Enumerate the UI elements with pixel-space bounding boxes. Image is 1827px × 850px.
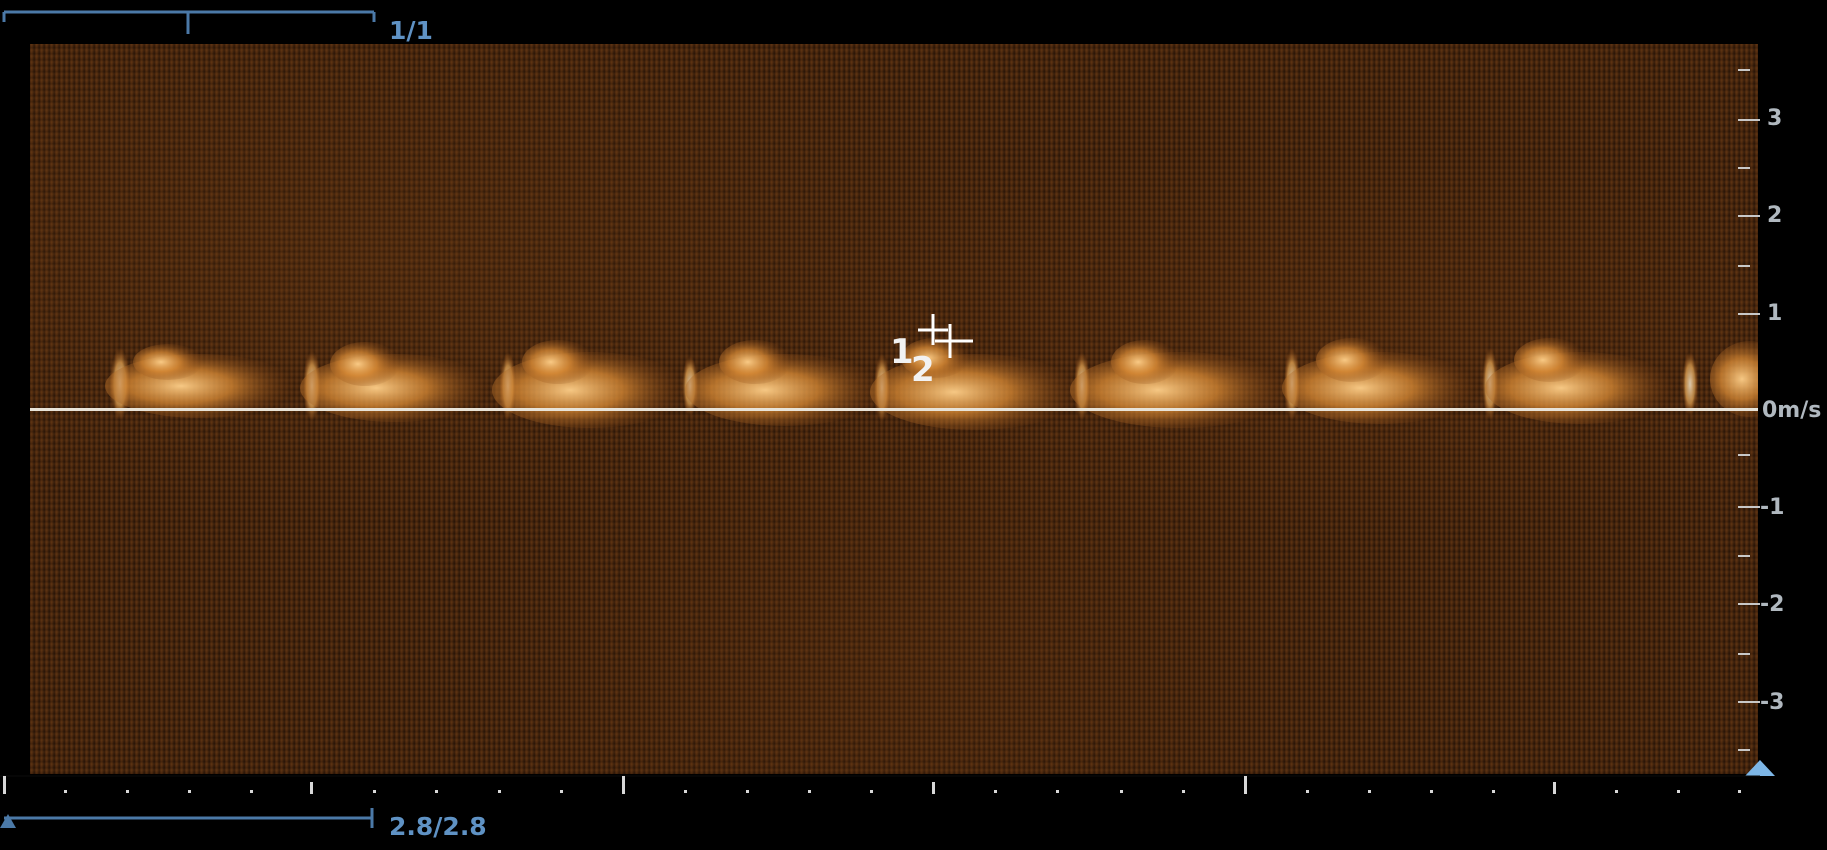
velocity-tick-3: 3: [1767, 106, 1783, 131]
cursor-label-1: 1: [890, 332, 914, 372]
bottom-range-left-marker: [0, 814, 16, 828]
velocity-tick-neg3: -3: [1760, 690, 1785, 715]
time-axis: [0, 775, 1760, 794]
velocity-tick-neg1: -1: [1760, 495, 1785, 520]
cursor-label-2: 2: [911, 350, 935, 390]
velocity-tick-1: 1: [1767, 301, 1783, 326]
velocity-scale: [1738, 69, 1760, 751]
velocity-tick-neg2: -2: [1760, 592, 1785, 617]
doppler-spectral-display: 1 2: [30, 44, 1758, 774]
baseline-adjust-triangle-icon[interactable]: [1745, 760, 1775, 776]
velocity-baseline: [30, 408, 1758, 411]
velocity-unit-label: 0m/s: [1762, 398, 1822, 423]
measurement-cursor: [918, 314, 973, 358]
bottom-range-label: 2.8/2.8: [389, 812, 487, 841]
top-range-label: 1/1: [389, 16, 433, 45]
time-axis-ticks: [3, 776, 1556, 794]
time-axis-dots: [64, 790, 1741, 793]
velocity-tick-2: 2: [1767, 203, 1783, 228]
